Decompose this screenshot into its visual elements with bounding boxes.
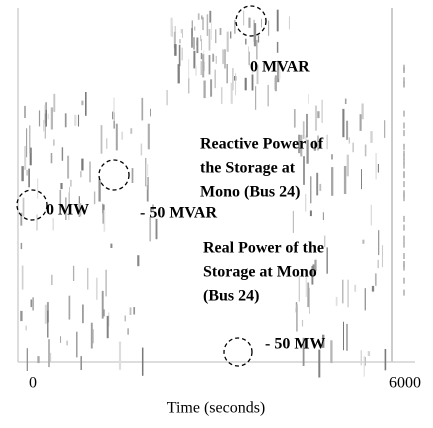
highlight-circle: [98, 159, 130, 191]
highlight-circle: [16, 189, 48, 221]
plot-area: [17, 8, 415, 378]
annotation: Reactive Power of: [200, 136, 324, 153]
annotation: 0 MVAR: [250, 59, 310, 76]
highlight-circle: [235, 5, 267, 37]
annotation: the Storage at: [200, 160, 296, 177]
x-tick-label: 6000: [389, 375, 421, 392]
annotation: (Bus 24): [203, 288, 259, 305]
trace-texture: [20, 9, 405, 378]
annotation: 0 MW: [46, 202, 89, 219]
annotation: - 50 MVAR: [140, 205, 217, 222]
x-axis-label: Time (seconds): [167, 400, 266, 417]
annotation: Storage at Mono: [203, 264, 317, 281]
highlight-circle: [223, 337, 253, 367]
annotation: - 50 MW: [265, 336, 325, 353]
x-tick-label: 0: [29, 375, 37, 392]
annotation: Real Power of the: [203, 240, 324, 257]
annotation: Mono (Bus 24): [200, 184, 300, 201]
